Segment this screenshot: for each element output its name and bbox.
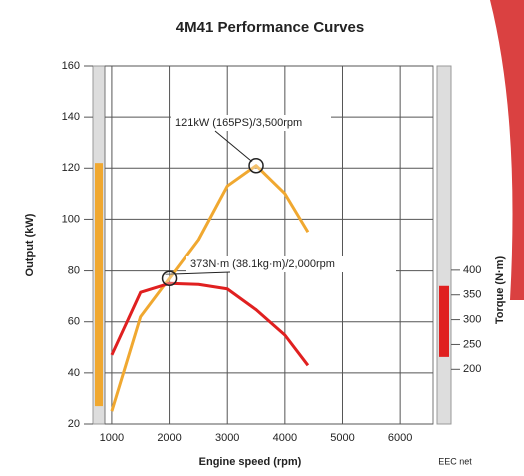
annotation-point (161, 270, 178, 286)
y-tick-label: 100 (62, 213, 80, 225)
annotation-box (186, 256, 396, 272)
y-tick-label: 140 (62, 111, 80, 123)
x-tick-label: 2000 (157, 432, 181, 444)
chart-title: 4M41 Performance Curves (176, 19, 364, 36)
y-tick-label: 60 (68, 316, 80, 328)
y-tick-label: 160 (62, 60, 80, 72)
y-tick-label: 80 (68, 264, 80, 276)
x-tick-label: 1000 (100, 432, 124, 444)
x-tick-label: 4000 (273, 432, 297, 444)
range-bar (439, 285, 449, 357)
x-tick-label: 5000 (330, 432, 354, 444)
annotation-box (171, 115, 331, 131)
annotation-leader (214, 130, 253, 163)
y2-tick-label: 350 (463, 289, 481, 301)
x-tick-label: 6000 (388, 432, 412, 444)
y2-axis-title: Torque (N·m) (494, 256, 506, 325)
x-tick-label: 3000 (215, 432, 239, 444)
right-axis-column (436, 65, 452, 425)
decor-swoosh (490, 0, 524, 300)
x-axis-title: Engine speed (rpm) (199, 456, 302, 468)
note: EEC net (438, 456, 472, 466)
y-tick-label: 20 (68, 418, 80, 430)
annotation-text: 121kW (165PS)/3,500rpm (175, 117, 302, 129)
annotation-point (248, 157, 264, 174)
y-tick-label: 40 (68, 367, 80, 379)
y2-tick-label: 400 (463, 264, 481, 276)
range-bar (95, 163, 103, 407)
y-axis-title: Output (kW) (24, 213, 36, 276)
y2-tick-label: 200 (463, 363, 481, 375)
annotation-text: 373N·m (38.1kg·m)/2,000rpm (190, 258, 335, 270)
annotation-leader (165, 271, 231, 275)
series-line (110, 281, 310, 367)
y2-tick-label: 250 (463, 338, 481, 350)
series-line (110, 164, 310, 412)
y-tick-label: 120 (62, 162, 80, 174)
y2-tick-label: 300 (463, 313, 481, 325)
